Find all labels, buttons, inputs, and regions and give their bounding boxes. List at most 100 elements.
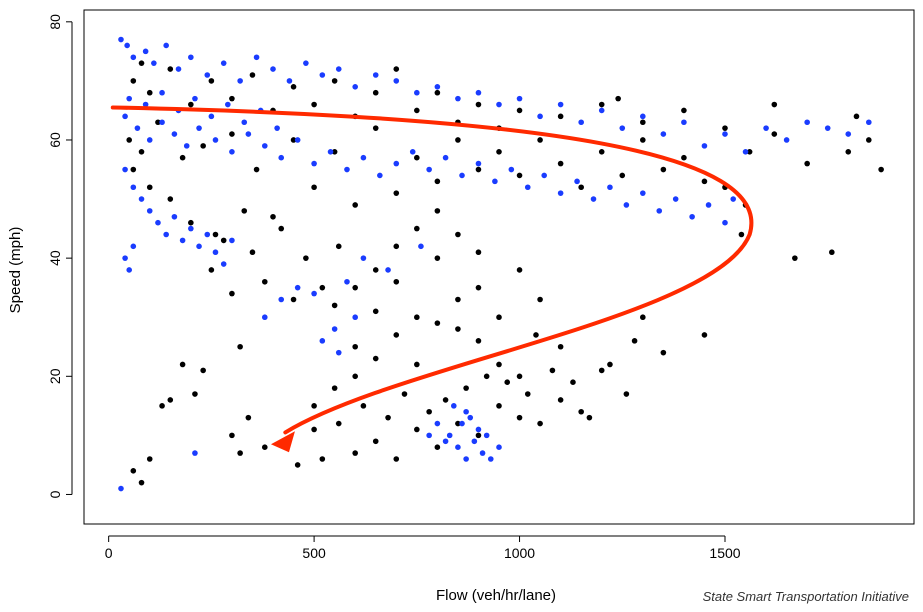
data-point-blue: [541, 172, 547, 179]
data-point-black: [319, 456, 326, 462]
plot-area: [83, 9, 915, 525]
data-point-black: [130, 166, 137, 173]
data-point-blue: [327, 148, 334, 155]
data-point-black: [311, 403, 317, 409]
data-point-blue: [319, 338, 326, 344]
data-point-black: [434, 178, 441, 185]
data-point-blue: [377, 172, 383, 179]
data-point-black: [278, 225, 285, 232]
data-point-black: [188, 101, 194, 108]
data-point-black: [290, 137, 297, 143]
data-point-blue: [660, 131, 667, 137]
data-point-black: [352, 343, 358, 350]
data-point-blue: [360, 255, 367, 261]
data-point-black: [245, 414, 252, 421]
data-point-black: [331, 385, 338, 391]
data-point-black: [701, 178, 708, 185]
data-point-blue: [508, 166, 515, 173]
data-point-black: [130, 468, 137, 474]
data-point-black: [557, 343, 564, 350]
data-point-blue: [845, 131, 852, 137]
data-point-blue: [414, 89, 420, 96]
data-point-black: [179, 154, 186, 161]
data-point-black: [866, 137, 872, 143]
data-point-black: [434, 255, 441, 261]
data-point-black: [303, 255, 309, 261]
data-point-blue: [183, 143, 190, 149]
y-axis-title: Speed (mph): [7, 227, 24, 314]
data-point-blue: [496, 444, 502, 450]
data-point-black: [179, 361, 186, 368]
data-point-black: [311, 426, 317, 433]
data-point-black: [475, 284, 482, 291]
data-point-black: [393, 278, 400, 285]
data-point-black: [549, 367, 556, 374]
data-point-black: [771, 131, 778, 137]
data-point-black: [192, 391, 198, 397]
data-point-black: [311, 101, 317, 108]
data-point-blue: [598, 107, 605, 114]
data-point-black: [126, 137, 132, 143]
data-point-black: [537, 137, 543, 143]
data-point-blue: [196, 125, 202, 131]
data-point-blue: [303, 60, 309, 66]
data-point-black: [414, 314, 420, 321]
data-point-black: [331, 148, 338, 155]
data-point-black: [516, 267, 523, 273]
data-point-blue: [434, 84, 441, 90]
data-point-blue: [311, 160, 317, 167]
data-point-black: [640, 137, 646, 143]
data-point-black: [829, 249, 835, 256]
data-point-black: [853, 113, 860, 120]
data-point-black: [426, 408, 432, 415]
data-point-blue: [640, 190, 646, 196]
data-point-black: [290, 84, 297, 90]
data-point-black: [335, 420, 342, 427]
data-point-blue: [142, 48, 149, 55]
data-point-blue: [286, 78, 293, 84]
data-point-black: [237, 450, 243, 456]
data-point-black: [496, 403, 502, 409]
y-tick-label: 0: [47, 490, 63, 498]
data-point-black: [146, 456, 153, 462]
data-point-black: [504, 379, 511, 386]
data-point-blue: [360, 154, 367, 161]
data-point-blue: [126, 95, 132, 102]
data-point-blue: [188, 54, 194, 61]
data-point-black: [401, 391, 408, 397]
data-point-blue: [130, 243, 137, 250]
data-point-black: [475, 101, 482, 108]
data-point-black: [188, 219, 194, 226]
data-point-black: [578, 184, 584, 191]
data-point-blue: [742, 148, 749, 155]
data-point-black: [586, 414, 593, 421]
data-point-blue: [241, 119, 248, 126]
data-point-blue: [467, 414, 474, 421]
data-point-black: [372, 308, 379, 315]
data-point-blue: [487, 456, 494, 462]
data-point-blue: [335, 349, 342, 356]
data-point-blue: [524, 184, 531, 191]
data-point-blue: [463, 408, 469, 415]
data-point-black: [261, 444, 268, 450]
data-point-black: [557, 397, 564, 403]
source-credit: State Smart Transportation Initiative: [702, 589, 909, 604]
data-point-blue: [418, 243, 424, 250]
data-point-blue: [516, 95, 523, 102]
data-point-blue: [619, 125, 626, 131]
data-point-blue: [344, 166, 350, 173]
data-point-black: [557, 160, 564, 167]
y-tick-label: 80: [47, 14, 63, 30]
data-point-black: [845, 148, 852, 155]
data-point-black: [167, 66, 174, 72]
data-point-black: [229, 131, 235, 137]
data-point-black: [516, 172, 523, 179]
data-point-blue: [393, 160, 400, 167]
data-point-black: [619, 172, 626, 179]
data-point-black: [475, 338, 482, 344]
data-point-blue: [311, 290, 317, 297]
data-point-black: [241, 208, 248, 214]
data-point-blue: [496, 101, 502, 108]
data-point-blue: [229, 237, 235, 244]
data-point-blue: [171, 131, 178, 137]
